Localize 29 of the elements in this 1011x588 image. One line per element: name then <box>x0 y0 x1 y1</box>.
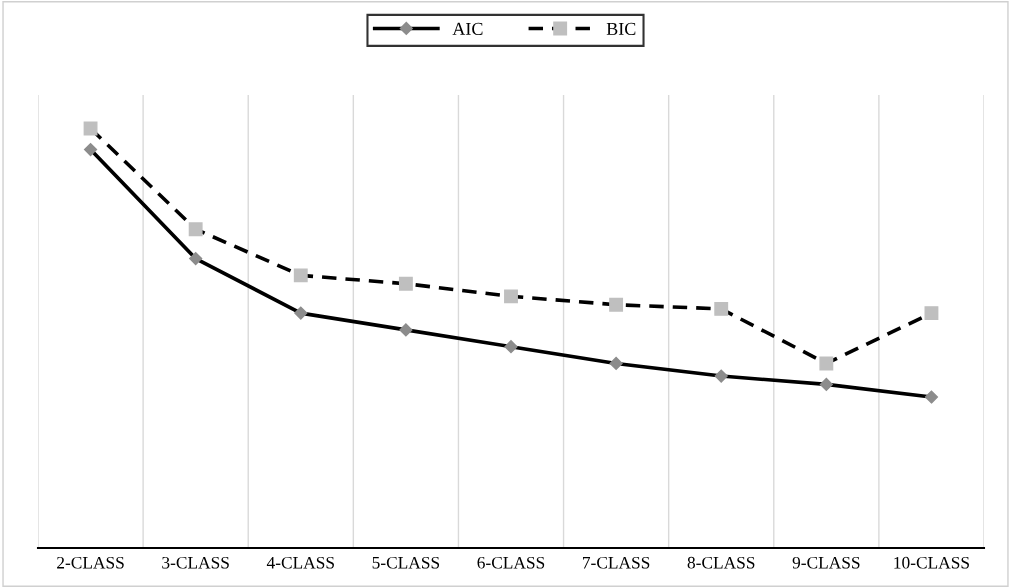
x-tick-label: 2-CLASS <box>57 556 124 569</box>
x-tick-label: 4-CLASS <box>266 556 334 569</box>
x-tick-label: 9-CLASS <box>792 556 860 569</box>
point <box>294 306 308 320</box>
legend-label: AIC <box>452 22 483 35</box>
point <box>714 369 728 383</box>
point <box>609 297 624 312</box>
point <box>83 121 98 136</box>
x-tick-label: 5-CLASS <box>372 556 440 569</box>
point <box>398 276 413 291</box>
point <box>83 142 98 157</box>
point <box>188 222 203 237</box>
x-tick-label: 8-CLASS <box>687 556 755 569</box>
point <box>924 306 939 321</box>
point <box>293 268 308 283</box>
point <box>819 377 833 392</box>
point <box>189 251 203 266</box>
point <box>504 340 518 354</box>
x-tick-label: 10-CLASS <box>894 556 969 569</box>
point <box>609 356 623 371</box>
point <box>399 323 413 337</box>
point <box>504 289 518 304</box>
point <box>924 390 939 404</box>
x-tick-label: 7-CLASS <box>583 556 650 569</box>
x-tick-label: 6-CLASS <box>477 556 545 569</box>
point <box>819 356 834 371</box>
legend-label: BIC <box>606 22 636 35</box>
point <box>714 301 729 316</box>
x-tick-label: 3-CLASS <box>162 556 229 569</box>
